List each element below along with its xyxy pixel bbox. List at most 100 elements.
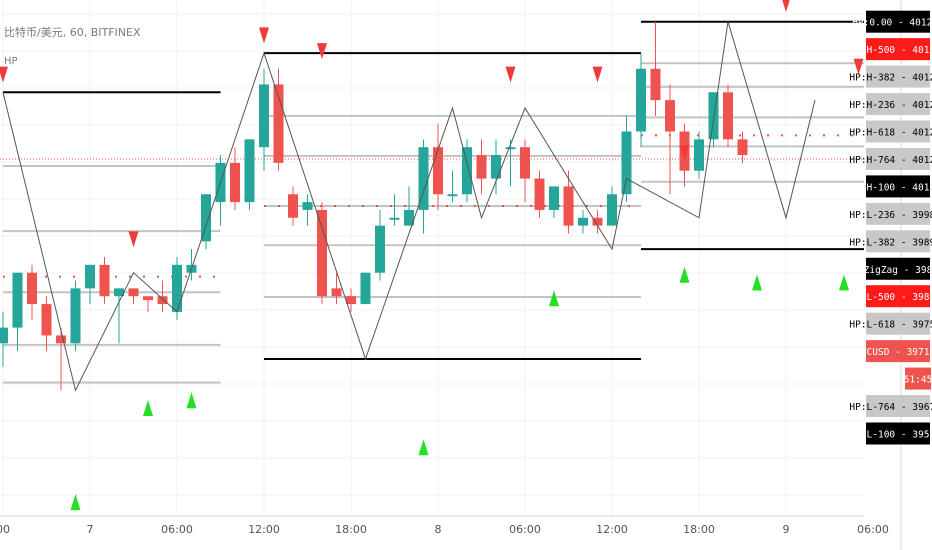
candle-body xyxy=(27,272,37,305)
zigzag-line xyxy=(2,21,816,392)
indicator-name: HP xyxy=(4,56,18,67)
candle-body xyxy=(520,147,530,179)
price-label-text: HP:H-764 - 4012.0 xyxy=(849,155,932,166)
price-label-bg xyxy=(866,257,930,280)
price-scale-label: HP:0.00 - 4012.0 xyxy=(852,10,932,33)
price-scale-label: HP:H-236 - 4012.0 xyxy=(849,93,932,116)
price-label-bg xyxy=(866,120,930,143)
candle-body xyxy=(621,131,632,195)
candle-body xyxy=(70,288,81,344)
candle-body xyxy=(708,92,719,140)
arrow-down-marker xyxy=(128,231,139,248)
price-label-bg xyxy=(866,93,930,116)
price-scale-label: HP:H-764 - 4012.0 xyxy=(849,147,932,170)
candle-body xyxy=(636,68,646,132)
candle-body xyxy=(650,68,661,101)
price-label-bg xyxy=(866,395,930,418)
candle-body xyxy=(389,217,400,220)
arrow-up-marker xyxy=(143,400,153,417)
x-tick-label: 18:00 xyxy=(335,523,367,536)
symbol-title: 比特币/美元, 60, BITFINEX xyxy=(4,26,141,39)
candle-body xyxy=(563,186,574,226)
price-scale-label: HP:L-100 - 3953.6 xyxy=(849,422,932,445)
x-tick-label: 06:00 xyxy=(161,523,193,536)
price-scale-label: HP:ZigZag - 3987.9 xyxy=(847,257,932,280)
price-label-text: HP:ZigZag - 3987.9 xyxy=(847,265,932,276)
price-label-text: HP:L-500 - 3982.8 xyxy=(849,292,932,303)
arrow-down-marker xyxy=(592,66,603,83)
price-label-text: HP:L-382 - 3989.7 xyxy=(849,237,932,248)
price-label-text: 51:45 xyxy=(904,375,932,386)
candle-body xyxy=(534,178,545,210)
x-tick-label: 7 xyxy=(87,523,94,536)
price-label-bg xyxy=(866,65,930,88)
candle-body xyxy=(665,100,675,132)
arrow-up-marker xyxy=(839,274,849,291)
price-scale-label: HP:L-618 - 3975.9 xyxy=(849,312,932,335)
candle-body xyxy=(0,327,8,344)
candle-body xyxy=(273,84,284,163)
price-label-bg xyxy=(866,312,930,335)
candle-body xyxy=(491,155,501,179)
candle-body xyxy=(85,264,95,289)
candle-body xyxy=(56,335,66,344)
price-label-bg xyxy=(866,175,930,198)
candle-body xyxy=(331,288,342,297)
candle-body xyxy=(128,288,139,297)
candle-body xyxy=(375,225,385,273)
arrow-down-marker xyxy=(505,66,516,83)
candle-body xyxy=(302,202,313,210)
x-tick-label: 12:00 xyxy=(596,523,628,536)
price-scale-label: HP:H-500 - 4012.0 xyxy=(849,38,932,61)
arrow-down-marker xyxy=(853,58,864,75)
price-label-bg xyxy=(866,230,930,253)
candle-body xyxy=(12,272,23,328)
arrow-down-marker xyxy=(782,0,790,12)
price-label-bg xyxy=(866,38,930,61)
candle-body xyxy=(447,194,458,197)
candle-body xyxy=(607,194,617,226)
x-tick-label: 06:00 xyxy=(857,523,889,536)
arrow-up-marker xyxy=(418,439,429,456)
candle-body xyxy=(578,217,588,226)
price-scale-label: HP:L-382 - 3989.7 xyxy=(849,230,932,253)
candle-body xyxy=(418,147,429,210)
price-label-bg xyxy=(866,10,930,33)
x-tick-label: 00 xyxy=(0,523,10,536)
price-label-bg xyxy=(866,422,930,445)
price-scale-label: HP:L-500 - 3982.8 xyxy=(849,285,932,308)
candle-body xyxy=(346,296,356,305)
price-scale-label: HP:H-618 - 4012.0 xyxy=(849,120,932,143)
price-label-bg xyxy=(866,147,930,170)
arrow-down-marker xyxy=(679,145,690,162)
candle-body xyxy=(723,92,733,140)
arrow-down-marker xyxy=(317,43,327,60)
candle-body xyxy=(201,194,211,242)
price-label-text: HP:H-382 - 4012.0 xyxy=(849,73,932,84)
arrow-down-marker xyxy=(259,27,269,44)
price-label-bg xyxy=(866,202,930,225)
candle-body xyxy=(549,186,559,210)
price-label-bg xyxy=(905,367,931,390)
x-tick-label: 8 xyxy=(435,523,442,536)
candle-body xyxy=(404,209,414,226)
price-label-text: HP:L-618 - 3975.9 xyxy=(849,320,932,331)
price-label-text: BTCUSD - 3971.4 xyxy=(855,347,932,358)
price-label-text: HP:L-764 - 3967.4 xyxy=(849,402,932,413)
candle-body xyxy=(433,147,443,195)
candle-body xyxy=(114,288,124,297)
candle-body xyxy=(157,296,168,305)
price-label-text: HP:H-500 - 4012.0 xyxy=(849,45,932,56)
price-label-text: HP:H-100 - 4012.0 xyxy=(849,182,932,193)
candle-body xyxy=(505,147,516,150)
price-label-text: HP:H-236 - 4012.0 xyxy=(849,100,932,111)
candle-body xyxy=(99,264,110,297)
candle-body xyxy=(694,139,704,171)
price-label-text: HP:L-100 - 3953.6 xyxy=(849,429,932,440)
candle-body xyxy=(230,162,240,203)
arrow-up-marker xyxy=(70,494,81,511)
arrow-up-marker xyxy=(752,274,762,291)
price-scale-label: HP:H-100 - 4012.0 xyxy=(849,175,932,198)
